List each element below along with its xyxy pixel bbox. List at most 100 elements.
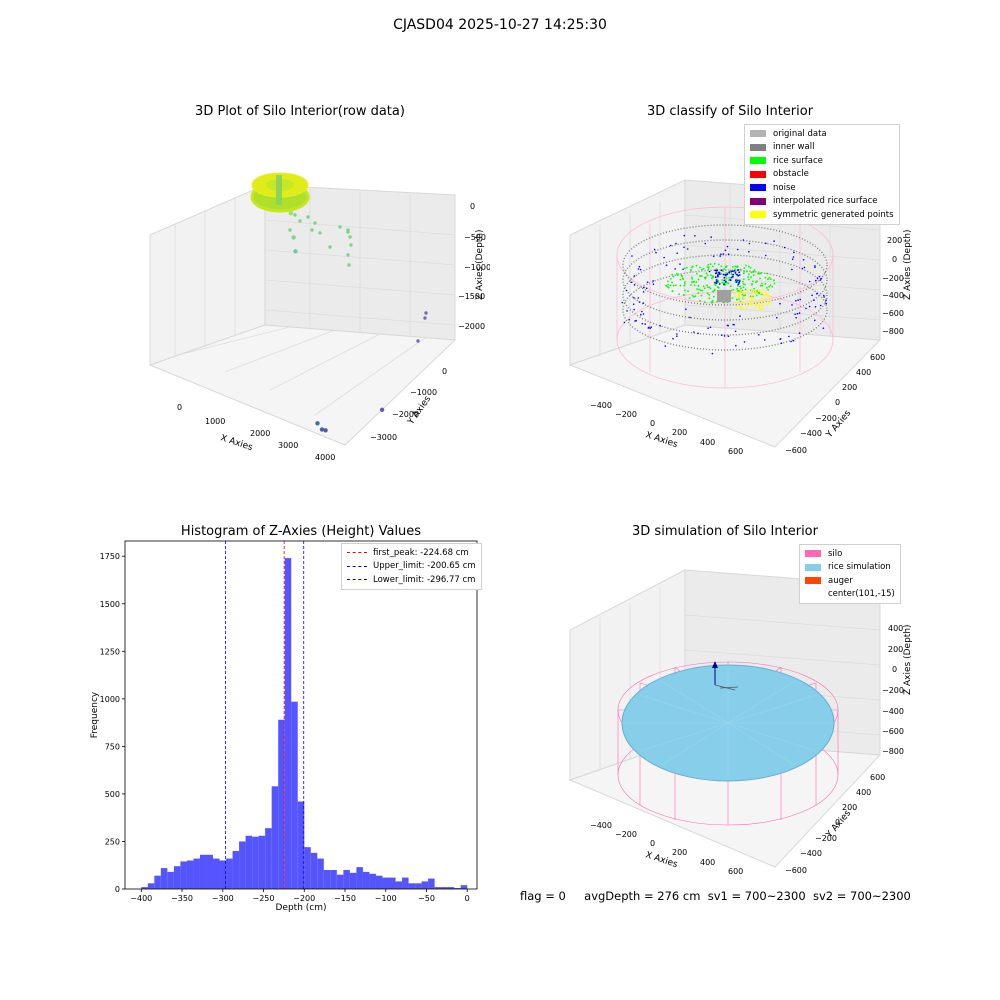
histogram-bar	[434, 887, 442, 889]
rice-surface-point	[706, 284, 708, 287]
rice-surface-point	[736, 266, 738, 268]
noise-point	[792, 339, 795, 342]
rice-surface-point	[700, 275, 703, 277]
noise-point	[718, 271, 721, 274]
classify-legend-item: rice surface	[750, 154, 894, 168]
symmetric-point	[736, 291, 739, 294]
symmetric-point	[751, 299, 754, 302]
rice-surface-point	[725, 266, 728, 268]
noise-point	[642, 313, 645, 315]
noise-point	[815, 279, 817, 282]
rice-surface-point	[691, 294, 694, 297]
symmetric-point	[768, 299, 771, 302]
histogram-bar	[252, 836, 259, 889]
rice-surface-point	[687, 290, 689, 292]
noise-point	[674, 268, 676, 270]
rice-surface-point	[766, 272, 768, 275]
simulation-legend-swatch	[805, 577, 821, 585]
symmetric-point	[757, 289, 760, 291]
rice-surface-point	[743, 271, 746, 273]
simulation-legend-label: auger	[828, 575, 853, 586]
noise-point	[655, 251, 657, 254]
histogram-bar	[447, 887, 455, 889]
histogram-bar	[343, 869, 350, 889]
rice-surface-point	[672, 275, 675, 278]
noise-point	[814, 319, 816, 322]
noise-point	[737, 283, 740, 286]
noise-point	[780, 342, 783, 344]
noise-point	[644, 323, 646, 325]
noise-point	[718, 273, 721, 276]
noise-point	[791, 304, 793, 306]
simulation-x-tick: 600	[728, 867, 743, 876]
symmetric-point	[765, 294, 767, 296]
simulation-y-tick: −400	[800, 849, 822, 858]
raw-data-point	[349, 243, 353, 247]
histogram-bar	[323, 869, 331, 889]
noise-point	[783, 246, 786, 249]
noise-point	[724, 249, 727, 252]
rice-surface-point	[732, 288, 735, 291]
histogram-bar	[428, 878, 435, 889]
raw-data-point	[315, 421, 320, 426]
histogram-x-tick-label: −350	[171, 894, 193, 903]
noise-point	[776, 316, 778, 319]
raw-silo-ring	[250, 172, 310, 213]
symmetric-point	[766, 300, 769, 302]
classify-y-tick: −600	[785, 446, 807, 455]
noise-point	[686, 248, 689, 250]
rice-surface-point	[743, 267, 746, 269]
noise-point	[765, 254, 767, 257]
rice-surface-point	[732, 266, 734, 268]
noise-point	[652, 283, 655, 285]
simulation-legend-item: rice simulation	[805, 561, 895, 575]
histogram-y-tick-label: 0	[115, 885, 120, 894]
symmetric-point	[745, 307, 748, 310]
histogram-legend-label: first_peak: -224.68 cm	[373, 547, 469, 558]
noise-point	[801, 267, 804, 270]
noise-point	[743, 341, 746, 343]
histogram-bar	[382, 877, 389, 889]
histogram-bar	[408, 883, 416, 889]
noise-point	[819, 304, 822, 307]
symmetric-point	[750, 303, 753, 306]
classify-y-tick: 200	[842, 383, 857, 392]
simulation-z-axis-label: Z Axies (Depth)	[903, 624, 913, 695]
symmetric-point	[757, 300, 759, 303]
rice-surface-point	[739, 285, 741, 288]
noise-point	[683, 246, 685, 249]
symmetric-point	[750, 296, 753, 299]
rice-surface-point	[686, 266, 688, 269]
rice-surface-point	[680, 274, 683, 277]
noise-point	[639, 268, 642, 271]
histogram-y-tick-label: 500	[105, 790, 120, 799]
noise-point	[676, 252, 678, 254]
avg-depth-text: avgDepth = 276 cm	[584, 889, 701, 903]
simulation-legend-item: silo	[805, 547, 895, 561]
noise-point	[727, 335, 730, 337]
status-footer: flag = 0 avgDepth = 276 cm sv1 = 700~230…	[520, 889, 911, 903]
noise-point	[748, 242, 751, 245]
simulation-x-tick: −400	[590, 821, 612, 830]
symmetric-point	[764, 291, 767, 294]
rice-surface-point	[667, 286, 670, 289]
rice-surface-point	[713, 283, 716, 285]
noise-point	[735, 281, 738, 283]
histogram-bar	[265, 828, 272, 889]
noise-point	[779, 338, 782, 340]
symmetric-point	[745, 290, 747, 293]
rice-surface-point	[712, 290, 714, 293]
rice-surface-point	[753, 270, 755, 273]
symmetric-point	[741, 307, 743, 310]
histogram-bar	[206, 854, 213, 889]
histogram-y-axis-label: Frequency	[90, 691, 100, 738]
histogram-legend-label: Lower_limit: -296.77 cm	[373, 574, 476, 585]
histogram-x-tick-label: −50	[418, 894, 435, 903]
classify-legend-swatch	[750, 211, 766, 219]
symmetric-point	[760, 292, 762, 295]
histogram-bar	[460, 885, 468, 889]
symmetric-point	[762, 300, 764, 302]
histogram-bar	[375, 875, 383, 889]
simulation-legend-swatch	[805, 550, 821, 558]
histogram-x-axis: −400 −350 −300 −250 −200 −150 −100 −50 0	[130, 889, 470, 903]
